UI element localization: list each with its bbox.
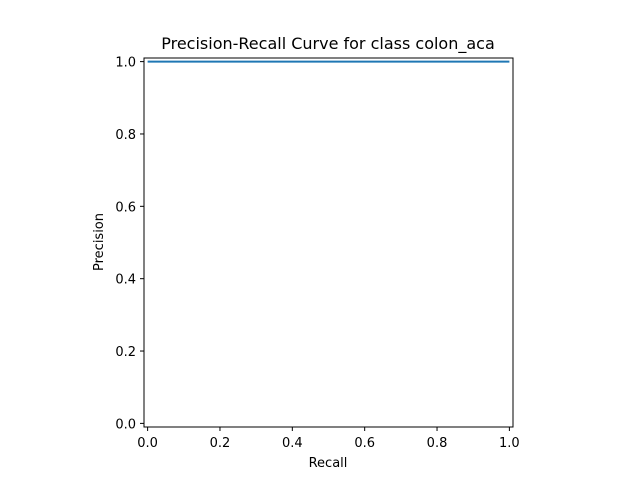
y-tick-label: 0.4 bbox=[115, 273, 136, 288]
y-tick-label: 0.0 bbox=[115, 417, 136, 432]
x-tick-label: 1.0 bbox=[499, 436, 520, 451]
y-tick-label: 0.8 bbox=[115, 128, 136, 143]
x-tick-label: 0.8 bbox=[427, 436, 448, 451]
plot-area bbox=[144, 58, 513, 427]
x-axis-label: Recall bbox=[309, 456, 348, 471]
y-tick-label: 0.6 bbox=[115, 200, 136, 215]
plot-frame bbox=[143, 57, 514, 428]
y-axis-ticks: 0.0 0.2 0.4 0.6 0.8 1.0 bbox=[115, 56, 144, 432]
y-tick-label: 1.0 bbox=[115, 56, 136, 71]
y-tick-label: 0.2 bbox=[115, 345, 136, 360]
x-tick-label: 0.2 bbox=[210, 436, 231, 451]
x-tick-label: 0.6 bbox=[354, 436, 375, 451]
x-tick-label: 0.0 bbox=[137, 436, 158, 451]
x-axis-ticks: 0.0 0.2 0.4 0.6 0.8 1.0 bbox=[137, 427, 520, 451]
y-axis-label: Precision bbox=[92, 213, 107, 271]
x-tick-label: 0.4 bbox=[282, 436, 303, 451]
chart-title: Precision-Recall Curve for class colon_a… bbox=[161, 34, 495, 54]
